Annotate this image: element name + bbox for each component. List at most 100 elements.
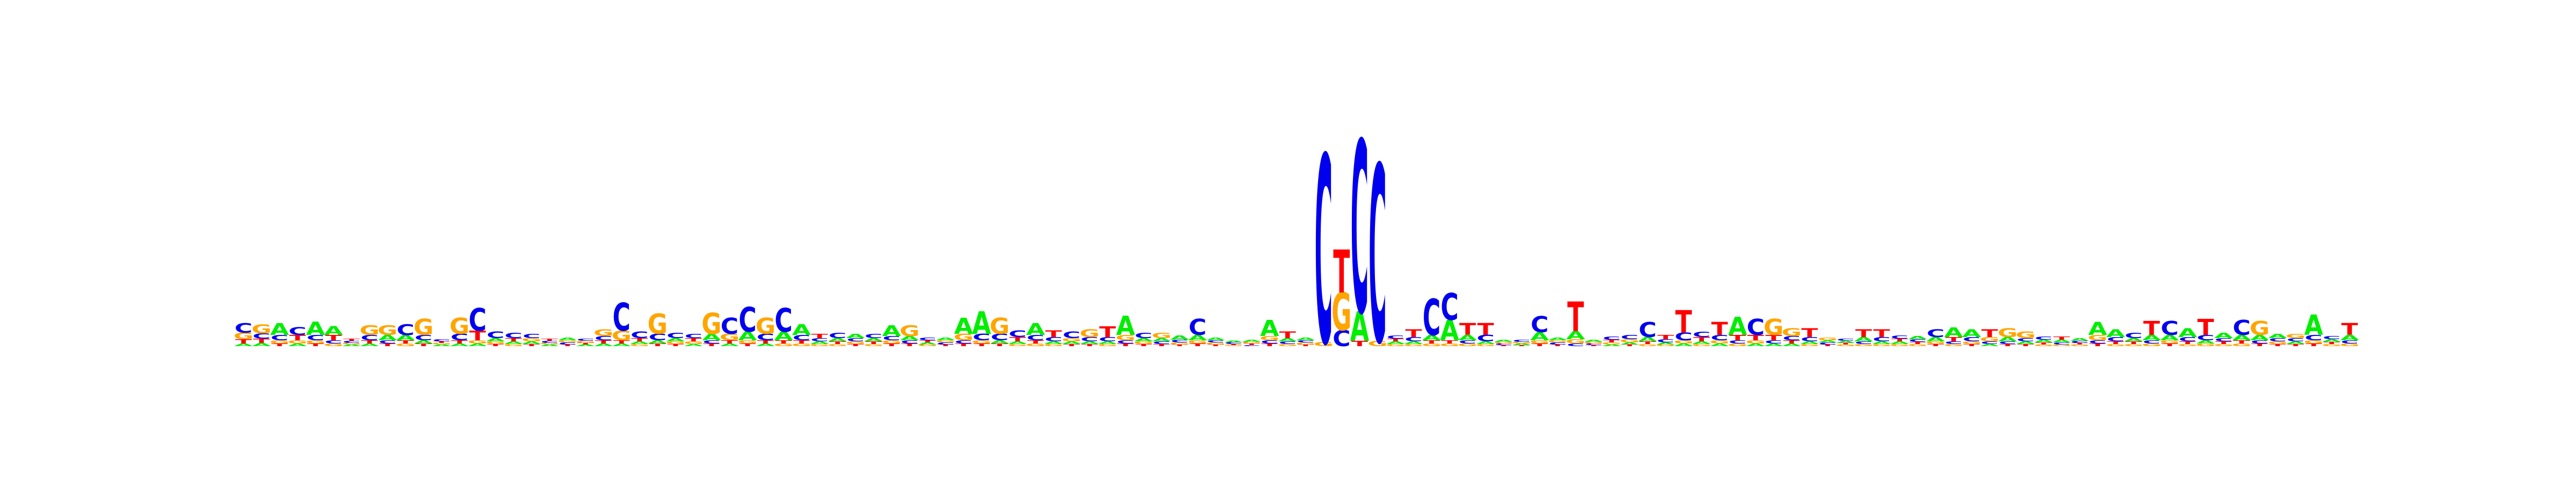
logo-letter-g: G (1710, 339, 1730, 345)
logo-letter-c: C (846, 337, 864, 342)
logo-letter-a: A (1548, 337, 1568, 341)
logo-letter-c: C (936, 342, 955, 345)
logo-letter-a: A (684, 343, 703, 347)
logo-letter-a: A (1440, 314, 1459, 347)
logo-letter-t: T (2089, 343, 2106, 347)
logo-letter-t: T (667, 343, 684, 347)
logo-letter-a: A (2016, 341, 2036, 345)
logo-letter-c: C (1440, 286, 1458, 328)
logo-letter-c: C (1495, 343, 1512, 346)
logo-letter-t: T (1459, 320, 1476, 339)
logo-letter-a: A (1026, 320, 1045, 339)
logo-letter-t: T (1333, 238, 1350, 306)
logo-letter-a: A (1260, 316, 1279, 341)
logo-letter-t: T (235, 338, 252, 345)
logo-letter-g: G (2088, 333, 2107, 342)
logo-letter-g: G (918, 344, 938, 347)
logo-letter-c: C (1153, 341, 1171, 345)
logo-letter-a: A (1836, 340, 1855, 343)
logo-letter-a: A (1998, 336, 2017, 343)
logo-letter-t: T (1963, 343, 1980, 347)
logo-letter-g: G (954, 332, 974, 342)
logo-letter-t: T (1603, 339, 1620, 343)
logo-letter-a: A (1800, 341, 1819, 345)
logo-letter-g: G (1241, 341, 1261, 344)
logo-letter-c: C (2304, 333, 2323, 342)
logo-letter-t: T (379, 343, 397, 347)
logo-letter-a: A (1890, 341, 1909, 345)
logo-letter-a: A (900, 335, 919, 342)
logo-letter-a: A (1746, 343, 1766, 347)
logo-letter-g: G (611, 328, 631, 343)
logo-letter-t: T (1279, 330, 1297, 340)
logo-letter-t: T (1549, 344, 1566, 347)
logo-letter-a: A (702, 332, 721, 342)
logo-letter-c: C (1476, 333, 1494, 343)
logo-letter-g: G (1656, 344, 1675, 347)
logo-letter-c: C (559, 342, 577, 345)
logo-letter-t: T (1135, 343, 1152, 347)
logo-letter-c: C (1674, 331, 1692, 343)
logo-letter-c: C (2251, 339, 2268, 345)
logo-letter-a: A (2304, 309, 2323, 342)
logo-letter-a: A (360, 343, 379, 347)
logo-letter-c: C (469, 303, 487, 338)
logo-letter-g: G (1512, 341, 1532, 344)
logo-letter-g: G (324, 343, 343, 347)
logo-letter-a: A (2052, 339, 2072, 343)
logo-letter-a: A (558, 337, 577, 341)
logo-letter-a: A (2088, 319, 2107, 339)
logo-letter-t: T (1531, 343, 1548, 347)
logo-letter-g: G (882, 339, 902, 345)
logo-letter-g: G (467, 339, 487, 345)
logo-letter-a: A (468, 343, 487, 347)
logo-letter-t: T (1513, 345, 1530, 346)
logo-letter-a: A (540, 344, 559, 347)
logo-letter-a: A (648, 339, 668, 345)
logo-letter-c: C (1710, 333, 1729, 342)
logo-letter-c: C (1099, 336, 1116, 343)
logo-letter-t: T (865, 341, 882, 345)
logo-letter-t: T (1711, 319, 1728, 339)
logo-letter-a: A (1602, 344, 1621, 347)
logo-letter-c: C (685, 333, 702, 340)
logo-letter-t: T (1801, 326, 1818, 340)
logo-letter-a: A (792, 321, 811, 339)
logo-letter-g: G (1637, 343, 1657, 347)
logo-letter-g: G (1890, 343, 1909, 347)
logo-letter-a: A (2340, 333, 2359, 342)
logo-letter-t: T (2125, 341, 2142, 345)
logo-letter-a: A (1782, 343, 1802, 347)
logo-letter-c: C (397, 321, 414, 339)
logo-letter-t: T (919, 340, 936, 343)
logo-letter-a: A (2322, 339, 2341, 343)
logo-letter-c: C (1891, 334, 1908, 340)
logo-letter-a: A (1872, 341, 1891, 345)
logo-letter-g: G (486, 341, 506, 345)
logo-letter-a: A (1188, 333, 1207, 342)
logo-letter-c: C (2035, 335, 2052, 341)
logo-letter-t: T (2072, 342, 2088, 345)
logo-letter-g: G (1439, 343, 1459, 347)
logo-letter-c: C (1117, 339, 1135, 345)
logo-letter-g: G (756, 314, 775, 339)
logo-letter-c: C (1657, 338, 1674, 343)
logo-letter-g: G (1565, 338, 1585, 345)
logo-letter-g: G (2267, 341, 2287, 345)
logo-letter-c: C (325, 339, 342, 345)
logo-letter-g: G (1926, 341, 1945, 345)
logo-letter-c: C (1765, 339, 1782, 345)
logo-letter-g: G (2178, 343, 2198, 347)
logo-letter-t: T (2287, 343, 2304, 347)
logo-letter-g: G (252, 323, 272, 336)
logo-letter-g: G (305, 339, 325, 345)
logo-letter-a: A (1638, 336, 1657, 343)
logo-letter-a: A (1962, 328, 1981, 340)
logo-letter-c: C (1567, 343, 1585, 347)
logo-letter-c: C (1351, 94, 1369, 367)
logo-letter-a: A (396, 333, 415, 342)
logo-letter-g: G (1403, 343, 1423, 347)
logo-letter-g: G (2196, 343, 2215, 347)
logo-letter-a: A (288, 343, 308, 347)
logo-letter-g: G (341, 342, 361, 345)
